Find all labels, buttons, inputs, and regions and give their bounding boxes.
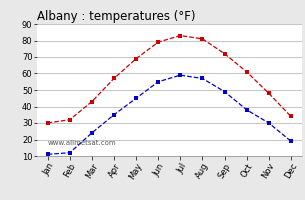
Text: www.allmetsat.com: www.allmetsat.com (47, 140, 116, 146)
Text: Albany : temperatures (°F): Albany : temperatures (°F) (37, 10, 195, 23)
